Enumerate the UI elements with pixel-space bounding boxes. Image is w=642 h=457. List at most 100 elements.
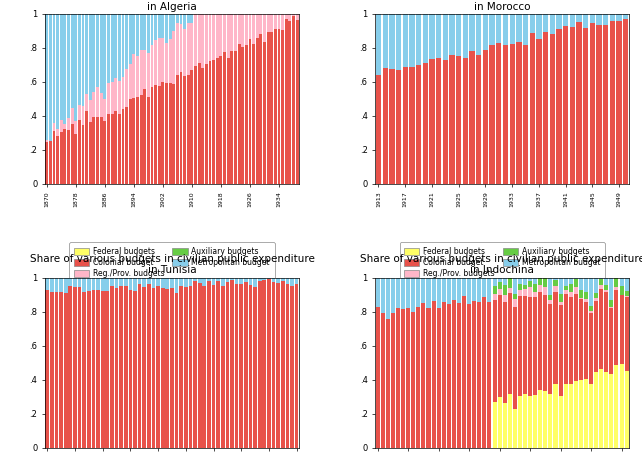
Bar	[498, 295, 501, 397]
Bar	[152, 277, 155, 288]
Bar	[46, 142, 48, 184]
Bar	[53, 14, 55, 122]
Bar	[416, 307, 421, 448]
Title: Share of various budgets in civilian public expenditure
in Algeria: Share of various budgets in civilian pub…	[30, 0, 315, 11]
Bar	[82, 277, 86, 292]
Bar	[569, 284, 573, 292]
Bar	[623, 19, 629, 184]
Bar	[179, 286, 183, 448]
Bar	[166, 289, 169, 448]
Bar	[189, 286, 192, 448]
Bar	[518, 277, 522, 284]
Bar	[202, 14, 204, 15]
Bar	[277, 14, 281, 29]
Bar	[267, 277, 271, 279]
Bar	[447, 304, 451, 448]
Bar	[209, 61, 211, 184]
Bar	[170, 277, 174, 288]
Bar	[563, 26, 568, 184]
Bar	[253, 287, 257, 448]
Bar	[492, 294, 496, 300]
Title: Share of various budgets in civilian public expenditure
in Tunisia: Share of various budgets in civilian pub…	[30, 254, 315, 276]
Bar	[50, 292, 54, 448]
Bar	[253, 277, 257, 287]
Bar	[154, 14, 157, 40]
Bar	[285, 19, 288, 184]
Bar	[559, 277, 562, 293]
Bar	[103, 99, 107, 121]
Bar	[140, 14, 143, 50]
Bar	[523, 45, 528, 184]
Bar	[589, 306, 593, 311]
Bar	[92, 14, 96, 92]
Bar	[523, 296, 527, 393]
Bar	[89, 100, 92, 122]
Bar	[477, 302, 482, 448]
Bar	[476, 14, 482, 54]
Bar	[55, 277, 58, 292]
Bar	[508, 293, 512, 394]
Bar	[429, 59, 435, 184]
Bar	[508, 278, 512, 287]
Bar	[422, 14, 428, 63]
Bar	[518, 396, 522, 448]
Bar	[216, 58, 219, 184]
Bar	[533, 284, 537, 292]
Bar	[409, 14, 415, 67]
Bar	[391, 314, 395, 448]
Bar	[105, 291, 109, 448]
Bar	[85, 111, 88, 184]
Bar	[533, 395, 537, 448]
Bar	[548, 277, 553, 295]
Bar	[290, 286, 294, 448]
Bar	[421, 303, 426, 448]
Bar	[590, 23, 595, 184]
Bar	[614, 365, 618, 448]
Bar	[87, 277, 91, 291]
Bar	[202, 15, 204, 69]
Bar	[614, 290, 618, 365]
Bar	[194, 66, 197, 184]
Bar	[396, 70, 401, 184]
Bar	[533, 292, 537, 297]
Bar	[180, 24, 182, 72]
Bar	[574, 293, 578, 381]
Bar	[118, 80, 121, 114]
Bar	[381, 277, 385, 313]
Bar	[469, 51, 474, 184]
Bar	[71, 14, 74, 108]
Bar	[235, 284, 238, 448]
Bar	[103, 121, 107, 184]
Bar	[100, 14, 103, 94]
Bar	[609, 374, 613, 448]
Bar	[92, 92, 96, 117]
Bar	[143, 277, 146, 287]
Bar	[599, 277, 603, 279]
Bar	[389, 69, 395, 184]
Bar	[376, 307, 379, 448]
Bar	[150, 45, 153, 87]
Bar	[292, 16, 295, 184]
Bar	[92, 290, 95, 448]
Bar	[589, 384, 593, 448]
Bar	[513, 409, 517, 448]
Bar	[523, 14, 528, 45]
Bar	[476, 54, 482, 184]
Bar	[82, 14, 85, 106]
Bar	[147, 53, 150, 97]
Bar	[564, 290, 568, 294]
Bar	[463, 14, 468, 58]
Bar	[456, 56, 462, 184]
Bar	[496, 43, 501, 184]
Bar	[603, 25, 609, 184]
Bar	[614, 287, 618, 290]
Bar	[179, 277, 183, 286]
Bar	[416, 277, 421, 307]
Bar	[248, 39, 252, 184]
Bar	[103, 14, 107, 99]
Bar	[60, 14, 63, 120]
Bar	[220, 56, 222, 184]
Bar	[574, 287, 578, 293]
Bar	[191, 23, 193, 70]
Bar	[89, 14, 92, 100]
